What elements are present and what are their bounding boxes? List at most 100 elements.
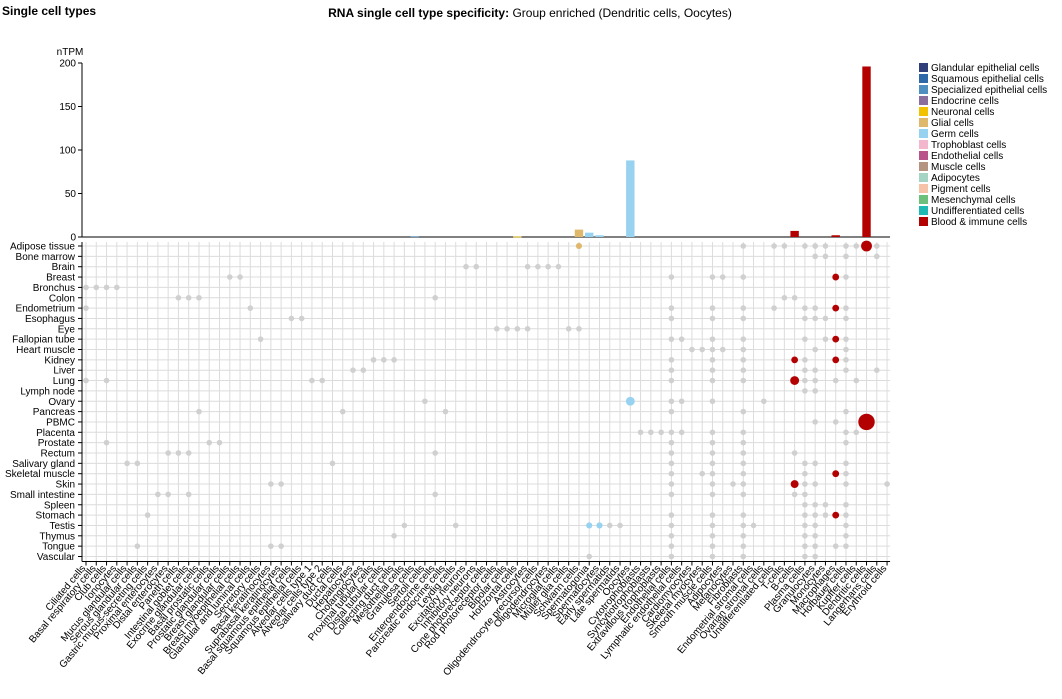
presence-dot [740, 533, 747, 539]
presence-dot [740, 274, 747, 280]
presence-dot [278, 543, 284, 549]
tissue-label-liver: Liver [53, 366, 75, 377]
presence-dot [535, 263, 541, 270]
presence-dot [709, 274, 716, 280]
presence-dot [843, 367, 849, 374]
tissue-label-stomach: Stomach [36, 511, 75, 522]
tissue-label-esophagus: Esophagus [25, 314, 75, 325]
presence-dot [812, 501, 818, 508]
legend-label-endocrine: Endocrine cells [931, 96, 999, 107]
presence-dot [832, 419, 839, 425]
presence-dot [668, 481, 675, 487]
presence-dot [278, 481, 284, 487]
presence-dot [709, 377, 716, 384]
presence-dot [678, 398, 685, 405]
presence-dot [339, 408, 346, 415]
legend-swatch-adipocytes [919, 173, 928, 182]
presence-dot [103, 439, 110, 446]
bar-horizontal-cells [513, 236, 522, 238]
presence-dot [802, 388, 808, 394]
presence-dot [165, 450, 171, 456]
presence-dot [309, 377, 315, 384]
presence-dot [802, 367, 808, 374]
presence-dot [802, 553, 808, 560]
presence-dot [802, 512, 808, 518]
presence-dot [740, 336, 747, 342]
presence-dot [843, 305, 849, 311]
presence-dot [668, 512, 675, 518]
presence-dot [370, 357, 377, 363]
bar-oocytes [626, 160, 635, 237]
presence-dot [802, 460, 808, 467]
presence-dot [124, 460, 130, 467]
presence-dot [668, 450, 675, 456]
presence-dot [812, 543, 818, 549]
presence-dot [360, 367, 367, 374]
presence-dot [668, 470, 675, 477]
legend-label-trophoblast: Trophoblast cells [931, 140, 1006, 151]
presence-dot [802, 522, 808, 529]
tissue-label-salivary-gland: Salivary gland [12, 459, 75, 470]
presence-dot [822, 253, 829, 260]
presence-dot [709, 315, 716, 322]
presence-dot [873, 253, 880, 260]
presence-dot [843, 501, 849, 508]
presence-dot [155, 491, 161, 498]
highlight-dot-testis-spermatogonia [586, 522, 593, 529]
presence-dot [740, 315, 747, 322]
legend-swatch-squamous [919, 74, 928, 83]
presence-dot [504, 326, 510, 332]
legend-swatch-blood [919, 217, 928, 226]
tissue-label-fallopian-tube: Fallopian tube [12, 335, 75, 346]
legend-swatch-endothelial [919, 151, 928, 160]
presence-dot [699, 346, 705, 353]
presence-dot [791, 294, 798, 301]
tissue-label-colon: Colon [49, 293, 75, 304]
presence-dot [812, 460, 818, 467]
presence-dot [432, 450, 438, 456]
presence-dot [802, 543, 808, 549]
presence-dot [802, 501, 808, 508]
presence-dot [329, 460, 336, 467]
bar-spermatocytes [595, 235, 604, 237]
legend-swatch-pigment [919, 184, 928, 193]
highlight-dots [575, 240, 875, 529]
presence-dot [422, 398, 428, 405]
bar-granulosa-cells [410, 236, 419, 238]
presence-dot [802, 377, 808, 384]
tissue-label-tongue: Tongue [42, 542, 75, 553]
presence-dot [781, 243, 788, 249]
presence-dot [381, 357, 387, 363]
presence-dot [114, 284, 120, 291]
presence-dots [83, 243, 890, 560]
presence-dot [391, 533, 397, 539]
legend-swatch-germ [919, 129, 928, 138]
tissue-label-ovary: Ovary [48, 397, 75, 408]
presence-dot [668, 408, 675, 415]
presence-dot [730, 481, 736, 487]
presence-dot [843, 533, 849, 539]
presence-dot [473, 263, 480, 270]
presence-dot [668, 336, 675, 342]
dot-grid [82, 242, 891, 562]
presence-dot [709, 429, 716, 436]
presence-dot [678, 336, 685, 342]
presence-dot [802, 336, 808, 342]
presence-dot [740, 439, 747, 446]
presence-dot [884, 481, 890, 487]
presence-dot [185, 450, 192, 456]
presence-dot [802, 243, 808, 249]
page-title: Single cell types [2, 4, 97, 18]
presence-dot [668, 305, 675, 311]
presence-dot [709, 522, 716, 529]
highlight-dot-testis-spermatocytes [596, 522, 603, 529]
y-tick-label: 100 [59, 146, 76, 157]
presence-dot [812, 388, 818, 394]
presence-dot [740, 553, 747, 560]
presence-dot [771, 243, 777, 249]
presence-dot [442, 408, 449, 415]
presence-dot [134, 543, 141, 549]
tissue-label-brain: Brain [52, 262, 75, 273]
chart-title-label: RNA single cell type specificity: [328, 6, 510, 20]
presence-dot [237, 274, 243, 280]
